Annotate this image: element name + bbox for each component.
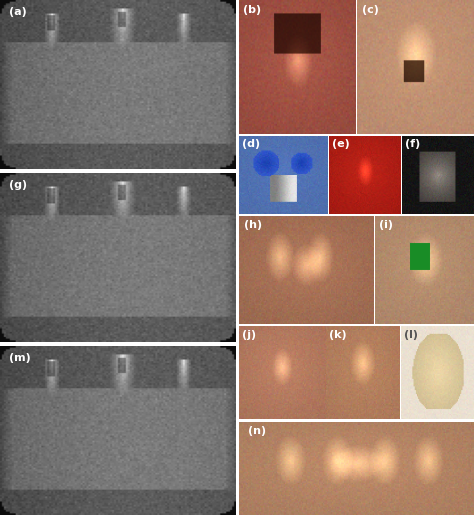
Text: (d): (d): [242, 140, 260, 149]
Text: (k): (k): [329, 330, 347, 340]
Text: (h): (h): [244, 220, 262, 230]
Text: (g): (g): [9, 180, 27, 190]
Text: (b): (b): [244, 5, 262, 15]
Text: (f): (f): [405, 140, 420, 149]
Text: (m): (m): [9, 353, 31, 363]
Text: (c): (c): [362, 5, 379, 15]
Text: (n): (n): [248, 426, 266, 436]
Text: (e): (e): [332, 140, 349, 149]
Text: (j): (j): [242, 330, 256, 340]
Text: (l): (l): [403, 330, 418, 340]
Text: (i): (i): [379, 220, 392, 230]
Text: (a): (a): [9, 7, 27, 17]
